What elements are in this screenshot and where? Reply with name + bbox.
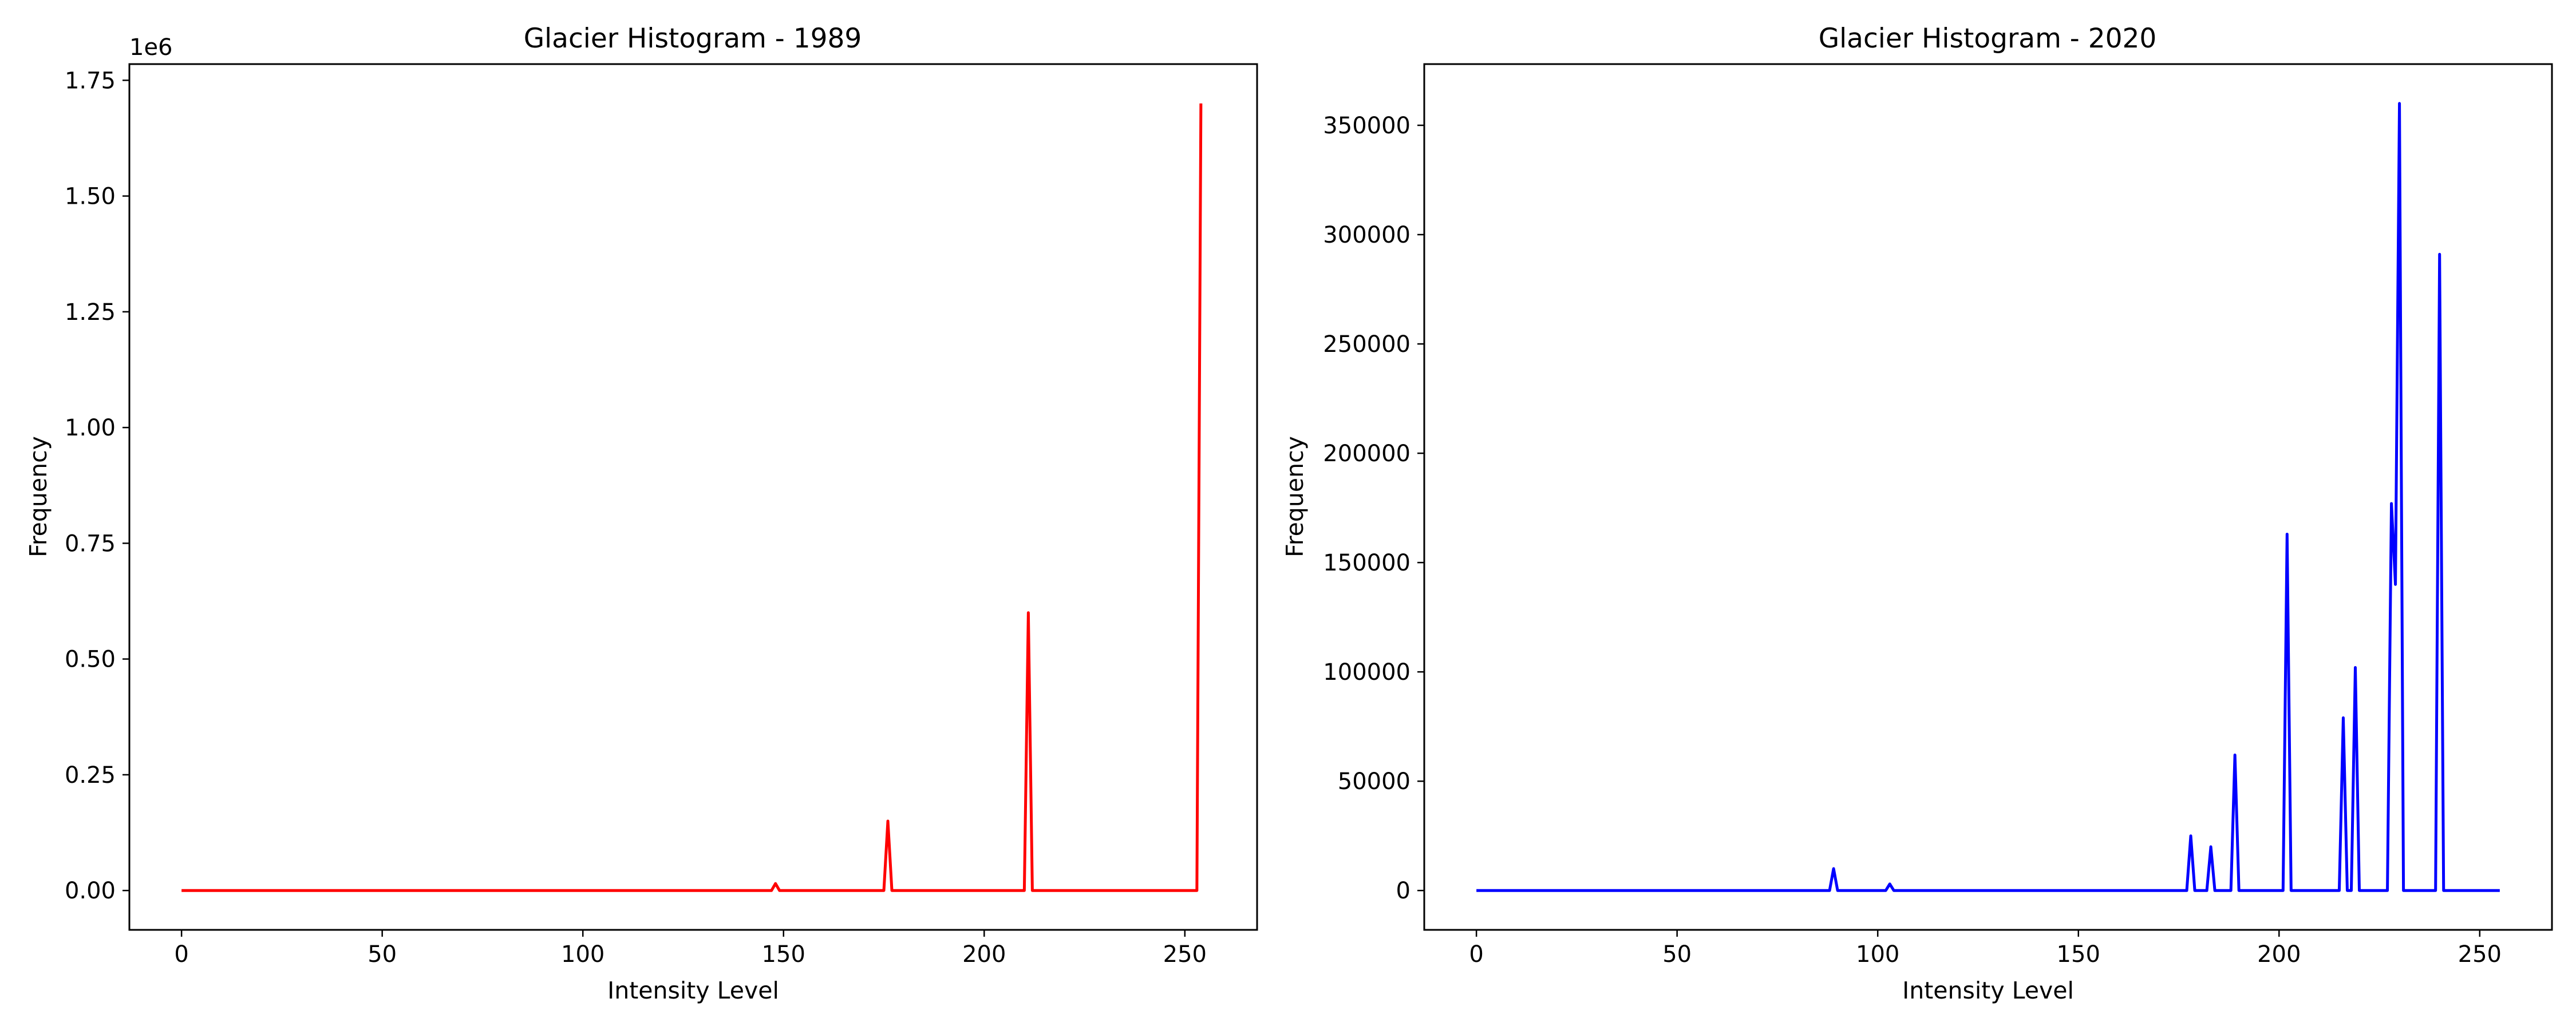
y-tick-label: 150000	[1323, 550, 1411, 576]
chart-title: Glacier Histogram - 2020	[1819, 23, 2157, 54]
y-axis-label: Frequency	[25, 436, 52, 557]
x-tick-label: 100	[1856, 941, 1899, 968]
y-tick-label: 50000	[1338, 768, 1411, 795]
y-tick-label: 100000	[1323, 659, 1411, 686]
x-axis-ticks: 0 50 100 150 200 250	[1469, 930, 2502, 968]
y-axis-label: Frequency	[1281, 436, 1309, 557]
y-tick-label: 0	[1396, 878, 1411, 904]
x-axis-ticks: 0 50 100 150 200 250	[174, 930, 1207, 968]
x-tick-label: 50	[1662, 941, 1692, 968]
x-tick-label: 0	[1469, 941, 1483, 968]
y-tick-label: 1.00	[65, 415, 116, 441]
x-tick-label: 250	[1163, 941, 1207, 968]
y-tick-label: 250000	[1323, 331, 1411, 358]
y-tick-label: 0.25	[65, 762, 116, 789]
series-line-0	[1476, 102, 2500, 892]
x-axis-label: Intensity Level	[1902, 977, 2074, 1004]
x-tick-label: 0	[174, 941, 188, 968]
chart-2020: Glacier Histogram - 2020 0 50 100 150 200 250…	[1281, 23, 2553, 1004]
plot-frame	[128, 63, 1258, 931]
x-tick-label: 200	[962, 941, 1006, 968]
y-tick-label: 0.00	[65, 878, 116, 904]
y-tick-label: 1.75	[65, 68, 116, 94]
chart-title: Glacier Histogram - 1989	[524, 23, 862, 54]
x-tick-label: 150	[762, 941, 805, 968]
x-tick-label: 50	[368, 941, 397, 968]
y-tick-label: 200000	[1323, 441, 1411, 467]
y-tick-label: 300000	[1323, 222, 1411, 248]
y-offset-label: 1e6	[129, 34, 173, 61]
y-tick-label: 350000	[1323, 113, 1411, 139]
x-tick-label: 200	[2257, 941, 2301, 968]
y-tick-label: 1.25	[65, 299, 116, 326]
x-tick-label: 150	[2057, 941, 2100, 968]
y-axis-ticks: 0 50000 100000 150000 200000 250000 300000 3500…	[1323, 113, 1424, 904]
y-tick-label: 0.50	[65, 647, 116, 673]
plot-marks	[181, 103, 1203, 892]
chart-1989: Glacier Histogram - 1989 1e6 0 50 100 150 20…	[25, 23, 1258, 1004]
series-line-0	[181, 103, 1203, 892]
plot-frame	[1423, 63, 2553, 931]
y-axis-ticks: 0.00 0.25 0.50 0.75 1.00 1.25 1.50 1.75	[65, 68, 129, 904]
x-tick-label: 250	[2458, 941, 2502, 968]
x-axis-label: Intensity Level	[607, 977, 779, 1004]
plot-marks	[1476, 102, 2500, 892]
y-tick-label: 1.50	[65, 184, 116, 210]
y-tick-label: 0.75	[65, 530, 116, 557]
x-tick-label: 100	[561, 941, 605, 968]
